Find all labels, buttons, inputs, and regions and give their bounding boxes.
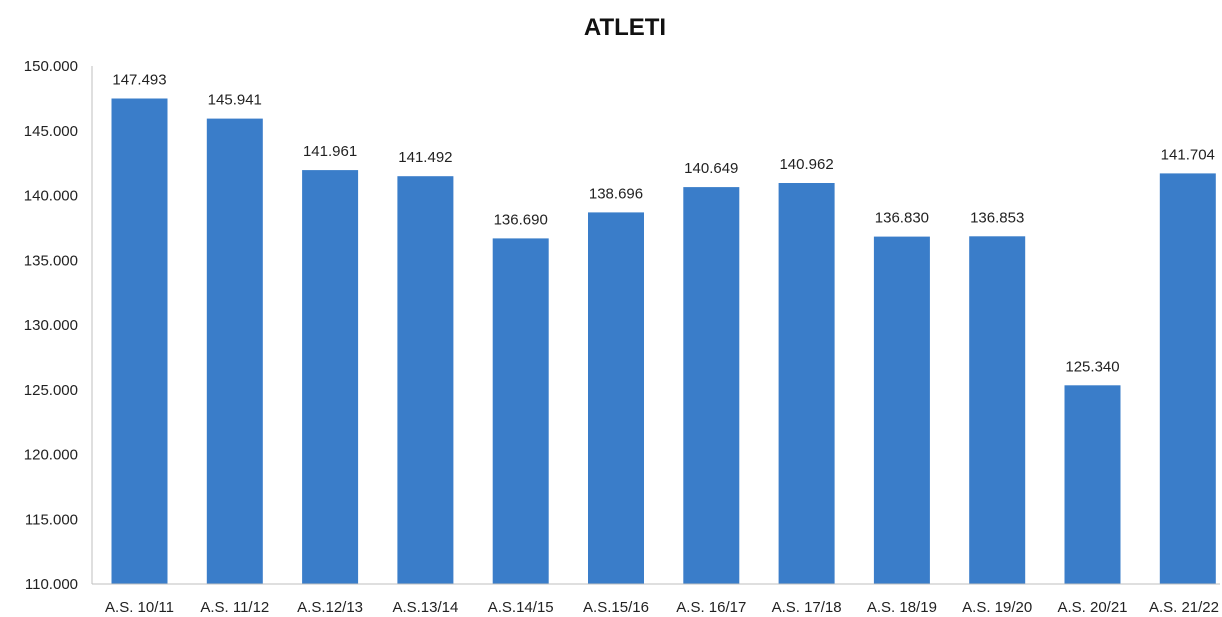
bar [397, 176, 454, 584]
data-label: 136.853 [970, 209, 1024, 226]
x-axis: A.S. 10/11 A.S. 11/12 A.S.12/13 A.S.13/14 A.… [92, 583, 1220, 616]
y-tick-label: 115.000 [25, 511, 78, 528]
data-label: 136.830 [875, 210, 929, 227]
x-tick-label: A.S. 20/21 [1057, 599, 1127, 616]
x-tick-label: A.S. 10/11 [105, 599, 174, 616]
x-tick-label: A.S.14/15 [488, 599, 554, 616]
data-label: 141.961 [303, 143, 357, 160]
data-label: 136.690 [494, 211, 548, 228]
bar [492, 238, 549, 584]
data-labels: 147.493 145.941 141.961 141.492 136.690 138.6… [112, 72, 1215, 376]
bar [302, 170, 359, 584]
x-tick-label: A.S. 17/18 [772, 599, 842, 616]
y-tick-label: 145.000 [24, 123, 78, 140]
y-axis: 110.000 115.000 120.000 125.000 130.000 135.0… [24, 58, 93, 593]
chart-title: ATLETI [584, 14, 666, 41]
data-label: 138.696 [589, 185, 643, 202]
x-tick-label: A.S. 16/17 [676, 599, 746, 616]
x-tick-label: A.S. 18/19 [867, 599, 937, 616]
data-label: 147.493 [112, 72, 166, 89]
bar [1064, 385, 1121, 584]
y-tick-label: 125.000 [24, 382, 78, 399]
y-tick-label: 130.000 [24, 317, 78, 334]
y-tick-label: 140.000 [24, 188, 78, 205]
bar [969, 236, 1026, 585]
y-tick-label: 120.000 [24, 447, 78, 464]
bar [111, 98, 168, 584]
y-tick-label: 135.000 [24, 252, 78, 269]
y-tick-label: 110.000 [25, 576, 78, 593]
data-label: 140.962 [779, 156, 833, 173]
data-label: 140.649 [684, 160, 738, 177]
x-tick-label: A.S. 21/22 [1149, 599, 1219, 616]
x-tick-label: A.S.15/16 [583, 599, 649, 616]
bar [873, 236, 930, 584]
x-tick-label: A.S. 19/20 [962, 599, 1032, 616]
bar [206, 118, 263, 584]
x-tick-label: A.S.12/13 [297, 599, 363, 616]
bar [1159, 173, 1216, 584]
bars [111, 98, 1216, 585]
x-tick-label: A.S. 11/12 [200, 599, 269, 616]
data-label: 141.704 [1161, 146, 1215, 163]
data-label: 141.492 [398, 149, 452, 166]
data-label: 145.941 [208, 92, 262, 109]
x-tick-label: A.S.13/14 [392, 599, 458, 616]
y-tick-label: 150.000 [24, 58, 78, 75]
bar [778, 183, 835, 584]
bar [588, 212, 644, 584]
bar [683, 187, 740, 584]
data-label: 125.340 [1065, 358, 1119, 375]
